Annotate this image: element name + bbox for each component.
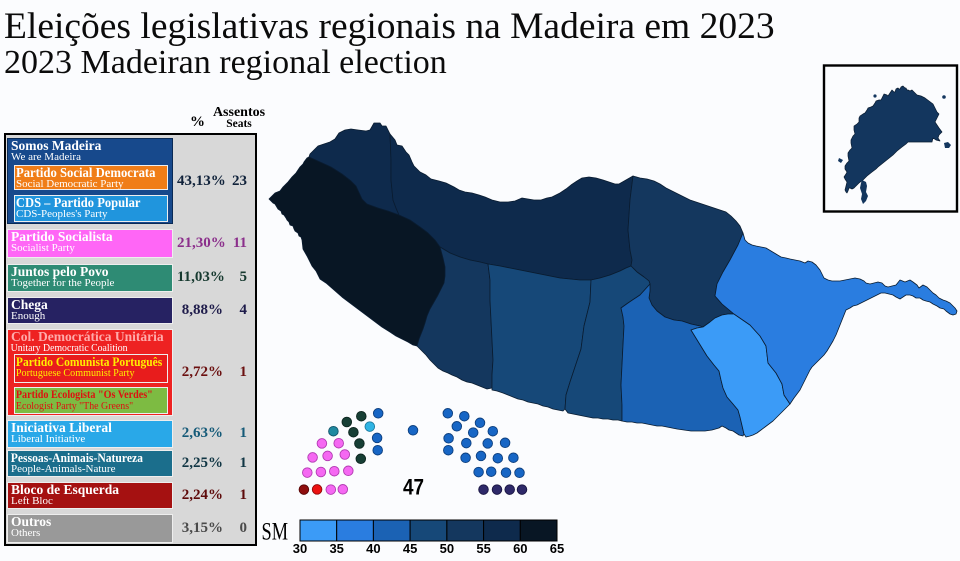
svg-text:50: 50 [440, 541, 454, 556]
svg-text:35: 35 [329, 541, 343, 556]
svg-text:47: 47 [403, 475, 424, 500]
svg-text:30: 30 [293, 541, 307, 556]
svg-text:45: 45 [403, 541, 417, 556]
svg-text:60: 60 [513, 541, 527, 556]
svg-text:55: 55 [476, 541, 490, 556]
svg-text:65: 65 [550, 541, 564, 556]
svg-text:SM: SM [262, 518, 289, 546]
svg-text:40: 40 [366, 541, 380, 556]
